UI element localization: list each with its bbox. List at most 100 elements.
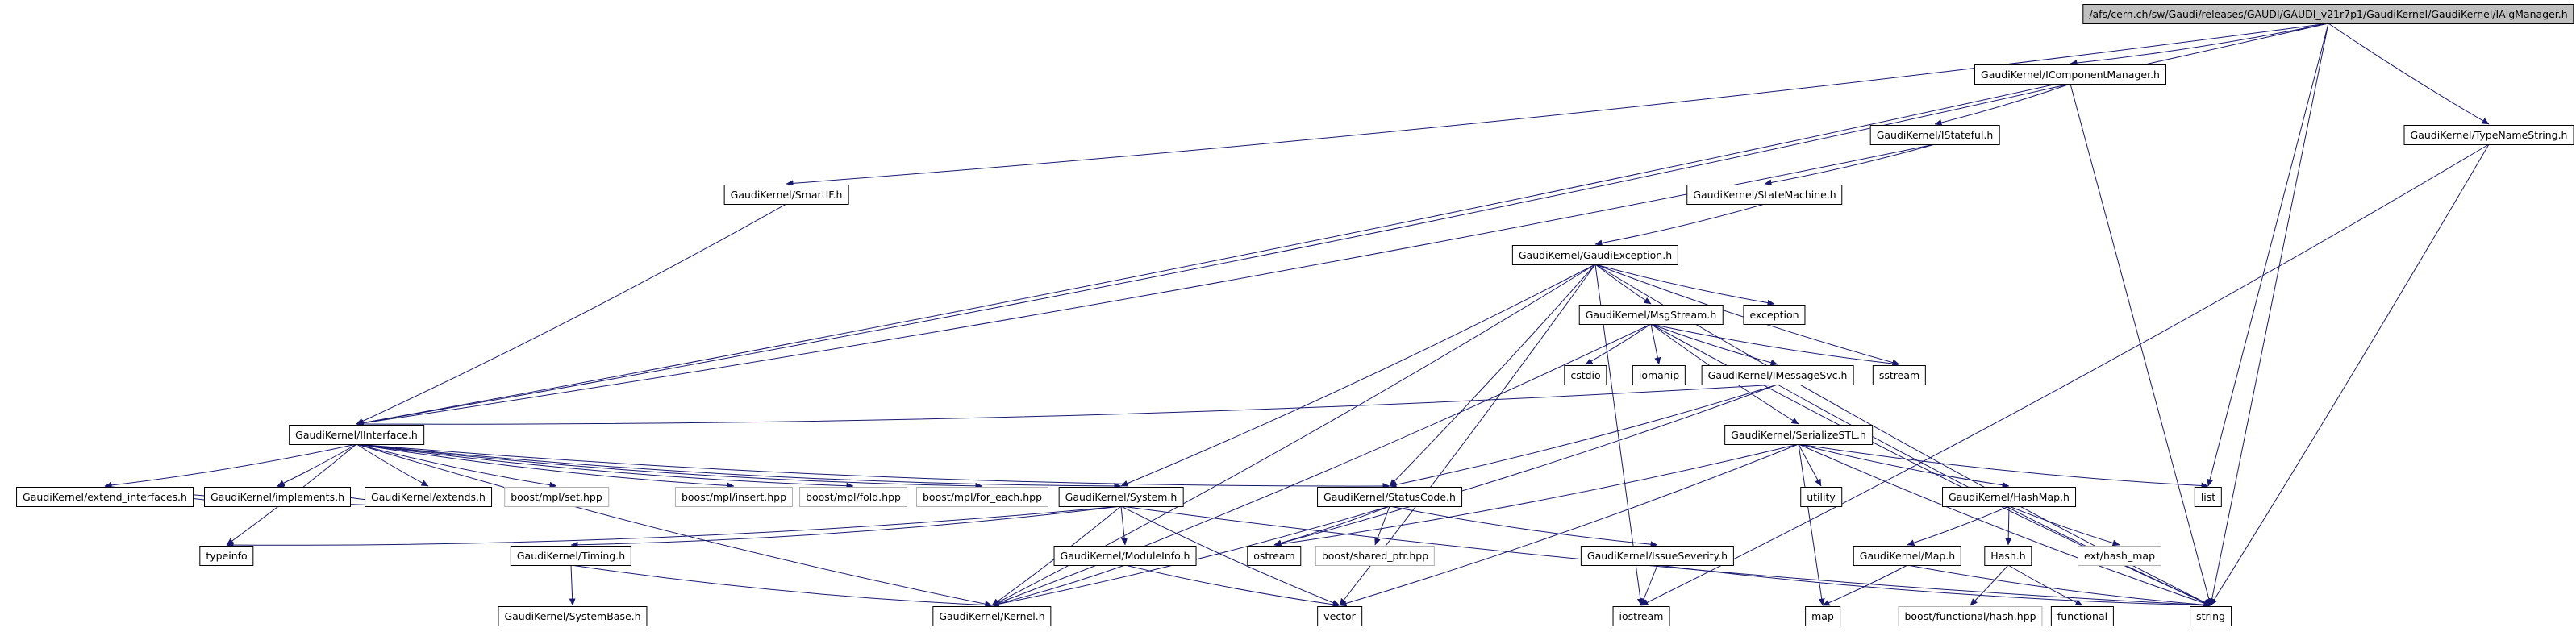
edge-serializestl-to-hashmap	[1798, 443, 2010, 489]
graph-node-ostream[interactable]: ostream	[1247, 546, 1302, 566]
edge-icomponentmanager-to-string	[2070, 83, 2212, 606]
graph-node-cstdio[interactable]: cstdio	[1564, 365, 1607, 385]
edge-timing-to-kernel	[570, 564, 993, 609]
graph-node-kernel[interactable]: GaudiKernel/Kernel.h	[932, 606, 1052, 626]
edge-msgstream-to-imessagesvc	[1650, 323, 1778, 366]
graph-node-implements[interactable]: GaudiKernel/implements.h	[203, 487, 352, 507]
graph-node-hashmap[interactable]: GaudiKernel/HashMap.h	[1942, 487, 2076, 507]
edge-system-to-timing	[570, 505, 1122, 548]
edge-smartif-to-iinterface	[356, 203, 787, 425]
edge-statuscode-to-issueseverity	[1389, 505, 1658, 548]
graph-node-iostream[interactable]: iostream	[1612, 606, 1670, 626]
edge-serializestl-to-utility	[1798, 443, 1822, 487]
edge-gaudiexception-to-exception	[1594, 264, 1775, 306]
graph-node-algmanager: /afs/cern.ch/sw/Gaudi/releases/GAUDI/GAU…	[2082, 4, 2574, 24]
edge-algmanager-to-list	[2207, 23, 2329, 487]
graph-node-vector[interactable]: vector	[1317, 606, 1362, 626]
graph-node-serializestl[interactable]: GaudiKernel/SerializeSTL.h	[1724, 425, 1873, 445]
edge-iinterface-to-implements	[277, 443, 357, 487]
edge-msgstream-to-sstream	[1650, 323, 1900, 368]
graph-node-extendinterfaces[interactable]: GaudiKernel/extend_interfaces.h	[16, 487, 194, 507]
graph-node-moduleinfo[interactable]: GaudiKernel/ModuleInfo.h	[1053, 546, 1197, 566]
edge-iinterface-to-extendinterfaces	[104, 443, 357, 489]
graph-node-exception[interactable]: exception	[1743, 305, 1806, 325]
graph-node-sharedptr[interactable]: boost/shared_ptr.hpp	[1315, 546, 1436, 566]
edge-iinterface-to-system	[356, 443, 1122, 489]
graph-node-smartif[interactable]: GaudiKernel/SmartIF.h	[723, 185, 849, 205]
edge-timing-to-systembase	[569, 564, 576, 606]
graph-node-functional[interactable]: functional	[2050, 606, 2115, 626]
graph-node-msgstream[interactable]: GaudiKernel/MsgStream.h	[1578, 305, 1724, 325]
graph-node-systembase[interactable]: GaudiKernel/SystemBase.h	[498, 606, 648, 626]
edge-issueseverity-to-string	[1657, 564, 2211, 609]
graph-node-mplforeach[interactable]: boost/mpl/for_each.hpp	[916, 487, 1048, 507]
edge-statuscode-to-ostream	[1273, 505, 1390, 547]
edge-map_h-to-map	[1822, 564, 1908, 606]
edge-typenamestring-to-string	[2210, 143, 2490, 606]
graph-node-list[interactable]: list	[2194, 487, 2223, 507]
graph-node-statemachine[interactable]: GaudiKernel/StateMachine.h	[1686, 185, 1843, 205]
edge-imessagesvc-to-statuscode	[1389, 384, 1778, 489]
graph-node-iinterface[interactable]: GaudiKernel/IInterface.h	[289, 425, 424, 445]
edge-hash_h-to-functional	[2007, 564, 2083, 606]
edge-gaudiexception-to-msgstream	[1594, 264, 1652, 305]
graph-node-typenamestring[interactable]: GaudiKernel/TypeNameString.h	[2403, 125, 2574, 145]
edge-moduleinfo-to-kernel	[991, 564, 1126, 607]
graph-node-statuscode[interactable]: GaudiKernel/StatusCode.h	[1317, 487, 1462, 507]
edge-iinterface-to-kernel	[356, 443, 993, 608]
graph-node-map_h[interactable]: GaudiKernel/Map.h	[1853, 546, 1962, 566]
graph-node-utility[interactable]: utility	[1800, 487, 1842, 507]
graph-node-system[interactable]: GaudiKernel/System.h	[1058, 487, 1184, 507]
edge-serializestl-to-list	[1798, 443, 2209, 489]
graph-node-hash_h[interactable]: Hash.h	[1984, 546, 2032, 566]
edge-hashmap-to-hash_h	[2005, 505, 2012, 546]
graph-node-timing[interactable]: GaudiKernel/Timing.h	[510, 546, 632, 566]
edge-hash_h-to-boostfunchash	[1970, 564, 2009, 606]
edge-iinterface-to-mplset	[356, 443, 557, 489]
graph-node-icomponentmanager[interactable]: GaudiKernel/IComponentManager.h	[1974, 64, 2166, 85]
edge-msgstream-to-iomanip	[1650, 323, 1661, 365]
edge-serializestl-to-map	[1798, 443, 1825, 606]
edge-serializestl-to-vector	[1339, 443, 1799, 607]
edge-serializestl-to-string	[1798, 443, 2211, 607]
edge-gaudiexception-to-system	[1120, 264, 1596, 487]
edge-iinterface-to-mplinsert	[356, 443, 735, 489]
edge-iinterface-to-extends	[356, 443, 429, 487]
edge-moduleinfo-to-vector	[1124, 564, 1340, 608]
edge-iinterface-to-mplfold	[356, 443, 854, 489]
graph-node-istateful[interactable]: GaudiKernel/IStateful.h	[1869, 125, 2000, 145]
graph-node-boostfunchash[interactable]: boost/functional/hash.hpp	[1898, 606, 2043, 626]
graph-node-typeinfo[interactable]: typeinfo	[199, 546, 254, 566]
graph-node-iomanip[interactable]: iomanip	[1632, 365, 1686, 385]
graph-node-mplfold[interactable]: boost/mpl/fold.hpp	[799, 487, 907, 507]
edge-istateful-to-statemachine	[1764, 143, 1936, 186]
edge-statuscode-to-sharedptr	[1374, 505, 1390, 546]
edge-map_h-to-string	[1907, 564, 2211, 609]
graph-node-imessagesvc[interactable]: GaudiKernel/IMessageSvc.h	[1701, 365, 1854, 385]
graph-node-issueseverity[interactable]: GaudiKernel/IssueSeverity.h	[1580, 546, 1735, 566]
graph-node-gaudiexception[interactable]: GaudiKernel/GaudiException.h	[1511, 245, 1679, 265]
graph-node-extends[interactable]: GaudiKernel/extends.h	[365, 487, 492, 507]
edge-icomponentmanager-to-istateful	[1934, 83, 2071, 126]
edge-imessagesvc-to-ostream	[1273, 384, 1778, 547]
graph-node-string[interactable]: string	[2190, 606, 2232, 626]
graph-node-exthashmap[interactable]: ext/hash_map	[2077, 546, 2162, 566]
edge-issueseverity-to-iostream	[1640, 564, 1658, 606]
graph-node-mplset[interactable]: boost/mpl/set.hpp	[504, 487, 609, 507]
edge-algmanager-to-smartif	[786, 23, 2329, 187]
edge-system-to-typeinfo	[226, 505, 1122, 549]
edge-iinterface-to-statuscode	[356, 443, 1390, 490]
graph-node-sstream[interactable]: sstream	[1872, 365, 1927, 385]
edge-algmanager-to-typenamestring	[2328, 23, 2490, 125]
edge-iinterface-to-mplforeach	[356, 443, 983, 489]
edge-hashmap-to-map_h	[1907, 505, 2010, 547]
graph-node-mplinsert[interactable]: boost/mpl/insert.hpp	[674, 487, 794, 507]
edge-hashmap-to-exthashmap	[2008, 505, 2120, 547]
edge-algmanager-to-string	[2208, 23, 2329, 606]
graph-node-map[interactable]: map	[1805, 606, 1840, 626]
edge-msgstream-to-cstdio	[1585, 323, 1652, 365]
edge-statemachine-to-gaudiexception	[1594, 203, 1765, 247]
edge-imessagesvc-to-iinterface	[356, 384, 1778, 428]
